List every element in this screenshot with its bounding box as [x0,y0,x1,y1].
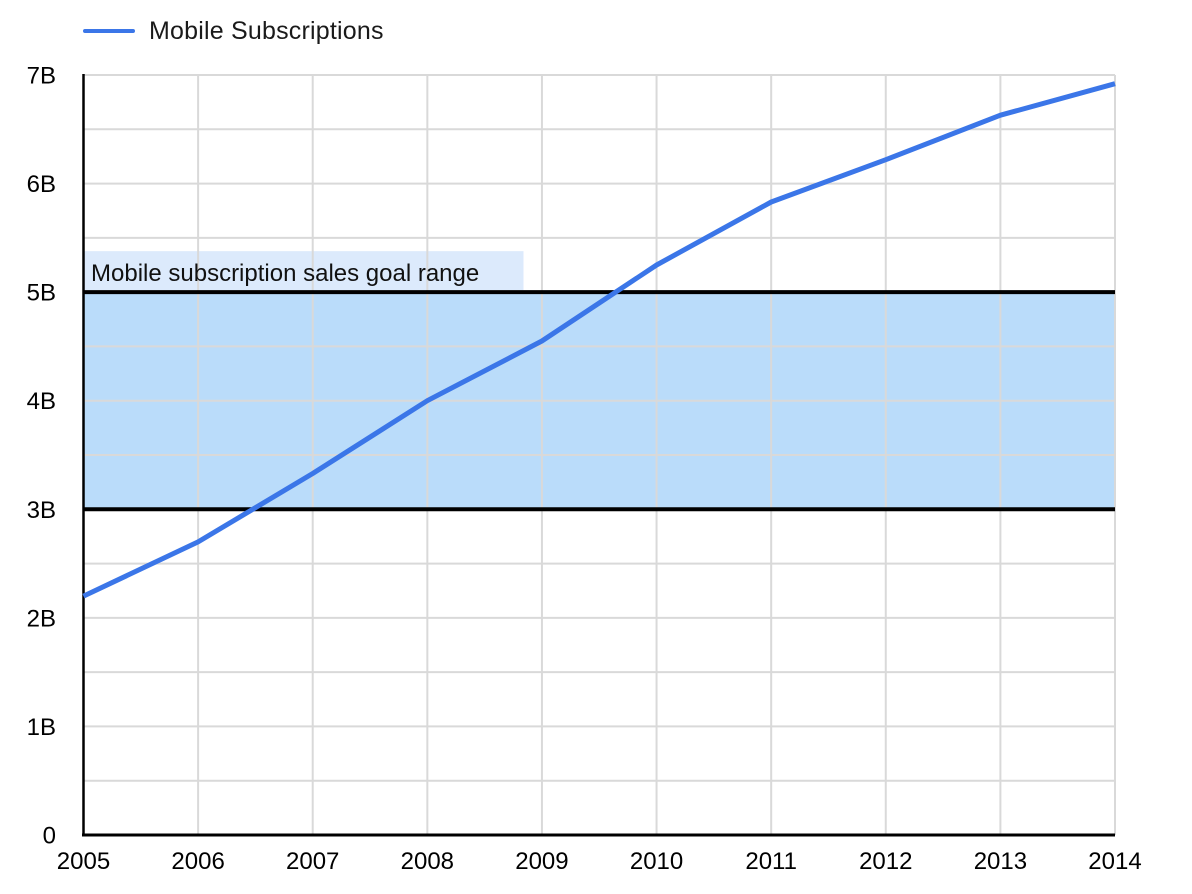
y-axis-tick-label: 2B [27,605,56,632]
y-axis-tick-label: 5B [27,280,56,307]
x-axis-tick-label: 2012 [859,848,912,875]
x-axis-tick-label: 2008 [401,848,454,875]
goal-range-label: Mobile subscription sales goal range [91,260,479,287]
x-axis-tick-label: 2007 [286,848,339,875]
y-axis-tick-label: 4B [27,388,56,415]
data-line-mobile-subscriptions [82,81,1116,599]
x-axis-tick-label: 2005 [57,848,110,875]
x-axis-tick-label: 2011 [745,848,797,875]
legend-line-swatch [83,29,135,33]
chart-legend: Mobile Subscriptions [83,16,384,46]
x-axis-tick-label: 2013 [974,848,1027,875]
y-axis-tick-label: 0 [43,823,56,850]
x-axis-tick-label: 2014 [1088,848,1141,875]
goal-range-label-background [83,251,524,291]
legend-series-label: Mobile Subscriptions [149,16,384,45]
x-axis-tick-label: 2009 [515,848,568,875]
x-axis-tick-label: 2006 [171,848,224,875]
y-axis-tick-label: 1B [27,714,56,741]
x-axis-tick-label: 2010 [630,848,683,875]
y-axis-tick-label: 3B [27,497,56,524]
y-axis-tick-label: 6B [27,171,56,198]
y-axis-tick-label: 7B [27,63,56,90]
